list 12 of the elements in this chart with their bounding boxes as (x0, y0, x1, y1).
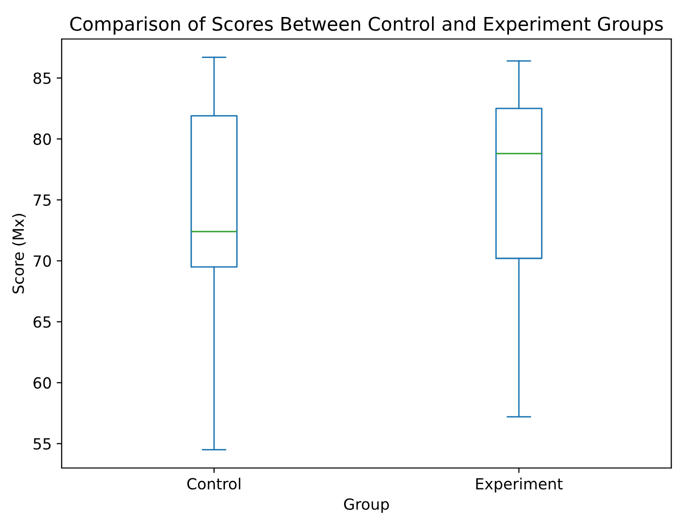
y-tick-label: 55 (34, 438, 51, 450)
x-tick-label: Control (187, 478, 240, 490)
y-tick-label: 80 (34, 133, 51, 145)
y-tick-label: 85 (34, 72, 51, 84)
y-tick-label: 75 (34, 194, 51, 206)
x-axis-title: Group (344, 498, 389, 513)
y-tick-label: 70 (34, 255, 51, 267)
x-tick-label: Experiment (476, 478, 563, 493)
chart-title: Comparison of Scores Between Control and Experiment Groups (70, 16, 663, 35)
y-tick-label: 65 (34, 316, 51, 328)
y-axis-title: Score (Mx) (12, 214, 26, 294)
y-tick-label: 60 (34, 377, 51, 389)
